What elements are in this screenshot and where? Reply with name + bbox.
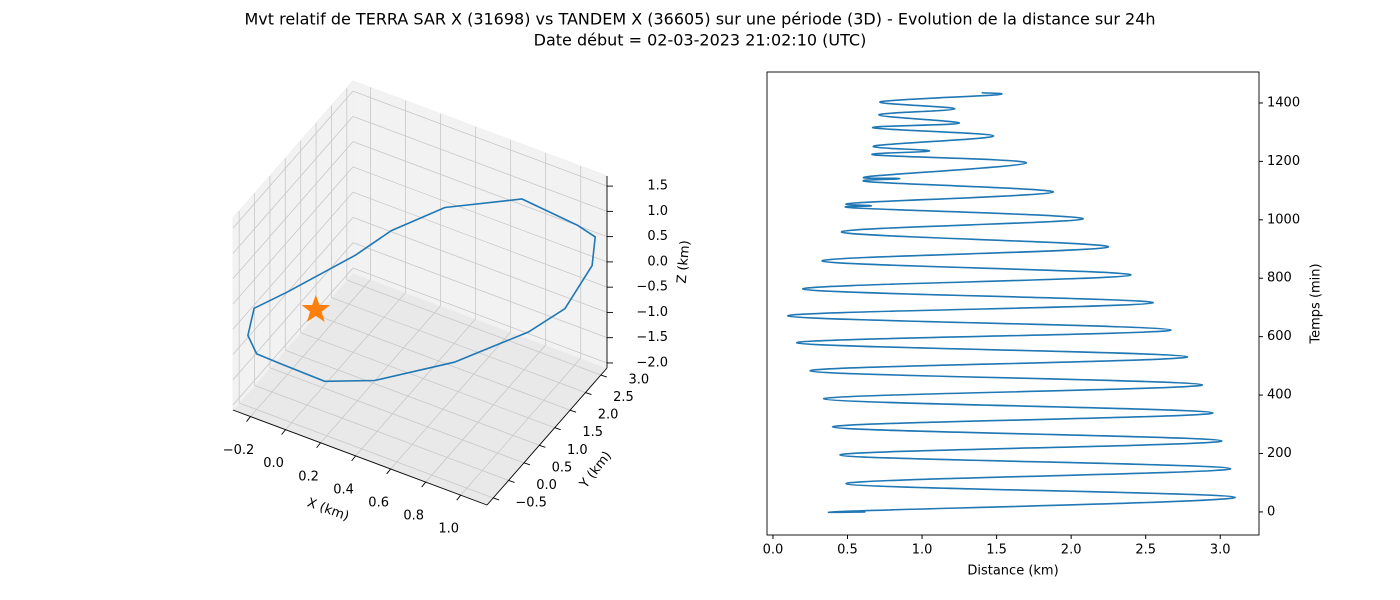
grid-line	[232, 116, 354, 254]
y-tick-label: 3.0	[629, 373, 650, 388]
grid-line	[355, 318, 476, 457]
y-axis	[486, 367, 608, 506]
z-tick-label: 1.0	[647, 204, 668, 219]
x-tick	[351, 455, 356, 462]
y-tick	[600, 374, 607, 378]
grid-line	[390, 331, 511, 470]
x-axis-label: Distance (km)	[967, 564, 1058, 579]
y-tick-label: 1.5	[582, 425, 603, 440]
grid-line	[239, 402, 494, 499]
x-tick	[316, 442, 321, 449]
grid-line	[352, 217, 608, 313]
star-marker	[301, 294, 331, 322]
x-tick-label: 0.4	[333, 482, 354, 497]
grid-line	[352, 191, 608, 288]
x-tick-label: 0.5	[837, 543, 858, 558]
x-tick-label: 3.0	[1210, 543, 1231, 558]
z-tick-label: −2.0	[636, 355, 668, 370]
grid-line	[352, 115, 608, 212]
y-tick	[585, 392, 592, 396]
x-tick-label: 0.6	[368, 495, 389, 510]
x-tick	[421, 481, 427, 488]
x-tick-label: −0.2	[223, 443, 255, 458]
x-axis	[232, 409, 488, 506]
x-tick-label: 0.0	[763, 543, 784, 558]
x-tick-label: 1.0	[438, 522, 459, 537]
grid-line	[331, 297, 586, 393]
z-axis-label: Z (km)	[675, 240, 694, 285]
grid-line	[269, 367, 525, 464]
grid-line	[315, 314, 571, 411]
grid-line	[232, 267, 354, 406]
grid-line	[460, 357, 582, 496]
grid-line	[285, 349, 540, 446]
grid-line	[250, 279, 371, 417]
grid-line	[352, 166, 608, 263]
grid-line	[232, 242, 354, 380]
y-tick-label: 1.0	[567, 443, 588, 458]
grid-line	[232, 166, 354, 305]
x-tick-label: 0.2	[298, 469, 319, 484]
x-tick	[386, 468, 392, 475]
grid-line	[346, 279, 601, 376]
y-tick	[523, 462, 531, 466]
y-tick-label: 1000	[1267, 212, 1300, 227]
grid-line	[232, 141, 354, 279]
grid-line	[232, 191, 354, 330]
grid-line	[232, 217, 354, 355]
y-tick-label: 800	[1267, 271, 1292, 286]
plot-frame	[766, 71, 1260, 536]
x-tick-label: 0.8	[403, 509, 424, 524]
grid-line	[352, 242, 608, 339]
orbit-line	[247, 198, 597, 383]
grid-line	[285, 292, 406, 430]
y-tick-label: 0.5	[552, 460, 573, 475]
grid-line	[320, 305, 441, 444]
figure-subtitle: Date début = 02-03-2023 21:02:10 (UTC)	[534, 31, 867, 50]
y-tick	[508, 479, 515, 483]
z-tick-label: 1.5	[647, 179, 668, 194]
x-tick	[281, 429, 286, 435]
x-tick-label: 1.5	[986, 543, 1007, 558]
y-tick-label: 1400	[1267, 95, 1300, 110]
grid-line	[300, 332, 555, 429]
grid-line	[352, 267, 608, 364]
y-tick	[493, 497, 500, 501]
grid-line	[352, 90, 608, 187]
x-tick	[456, 494, 462, 501]
y-tick-label: 400	[1267, 388, 1292, 403]
z-tick-label: −1.0	[636, 305, 668, 320]
y-tick-label: 600	[1267, 329, 1292, 344]
y-tick-label: 2.5	[613, 390, 634, 405]
figure-title: Mvt relatif de TERRA SAR X (31698) vs TA…	[244, 10, 1155, 29]
y-axis-label: Temps (min)	[1309, 263, 1324, 344]
x-tick-label: 0.0	[263, 456, 284, 471]
z-tick-label: 0.5	[647, 229, 668, 244]
x-tick-label: 2.0	[1061, 543, 1082, 558]
y-tick-label: 2.0	[598, 408, 619, 423]
y-tick-label: 200	[1267, 446, 1292, 461]
grid-line	[352, 141, 608, 238]
y-tick	[569, 409, 577, 413]
z-tick-label: 0.0	[647, 254, 668, 269]
z-tick-label: −1.5	[636, 330, 668, 345]
z-tick-label: −0.5	[636, 280, 668, 295]
x-tick	[246, 416, 251, 422]
y-tick	[539, 444, 546, 448]
y-tick-label: −0.5	[515, 495, 547, 510]
grid-line	[232, 90, 354, 229]
y-tick	[554, 427, 561, 431]
x-tick-label: 2.5	[1135, 543, 1156, 558]
grid-line	[254, 385, 509, 481]
y-tick-label: 0.0	[536, 478, 557, 493]
distance-line	[787, 91, 1236, 514]
x-tick-label: 1.0	[912, 543, 933, 558]
y-tick-label: 0	[1267, 504, 1275, 519]
grid-line	[425, 344, 546, 483]
y-tick-label: 1200	[1267, 154, 1300, 169]
